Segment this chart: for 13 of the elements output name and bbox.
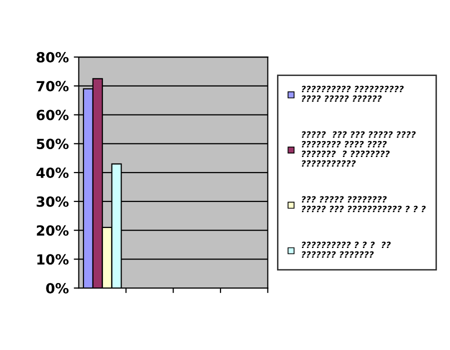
y-tick-label: 20% (36, 225, 69, 236)
y-tick-label: 40% (36, 168, 69, 178)
y-tick-label: 10% (37, 254, 69, 265)
y-tick-label: 80% (36, 52, 69, 63)
y-tick-label: 70% (36, 80, 69, 92)
legend-label: ?????????? ? ? ? ?? ??????? ??????? (302, 242, 391, 258)
y-tick-label: 0% (46, 283, 69, 294)
y-tick-label: 30% (36, 196, 69, 207)
y-tick-label: 50% (36, 138, 69, 150)
y-tick-label: 60% (36, 110, 69, 120)
legend-label: ????? ??? ??? ????? ???? ???????? ???? ???? ??????? ? ???????? ??????????? (302, 131, 416, 167)
legend-label: ?????????? ?????????? ???? ????? ?????? (302, 86, 404, 102)
legend-label: ??? ????? ???????? ????? ??? ??????????? ? ? ? (302, 196, 426, 212)
